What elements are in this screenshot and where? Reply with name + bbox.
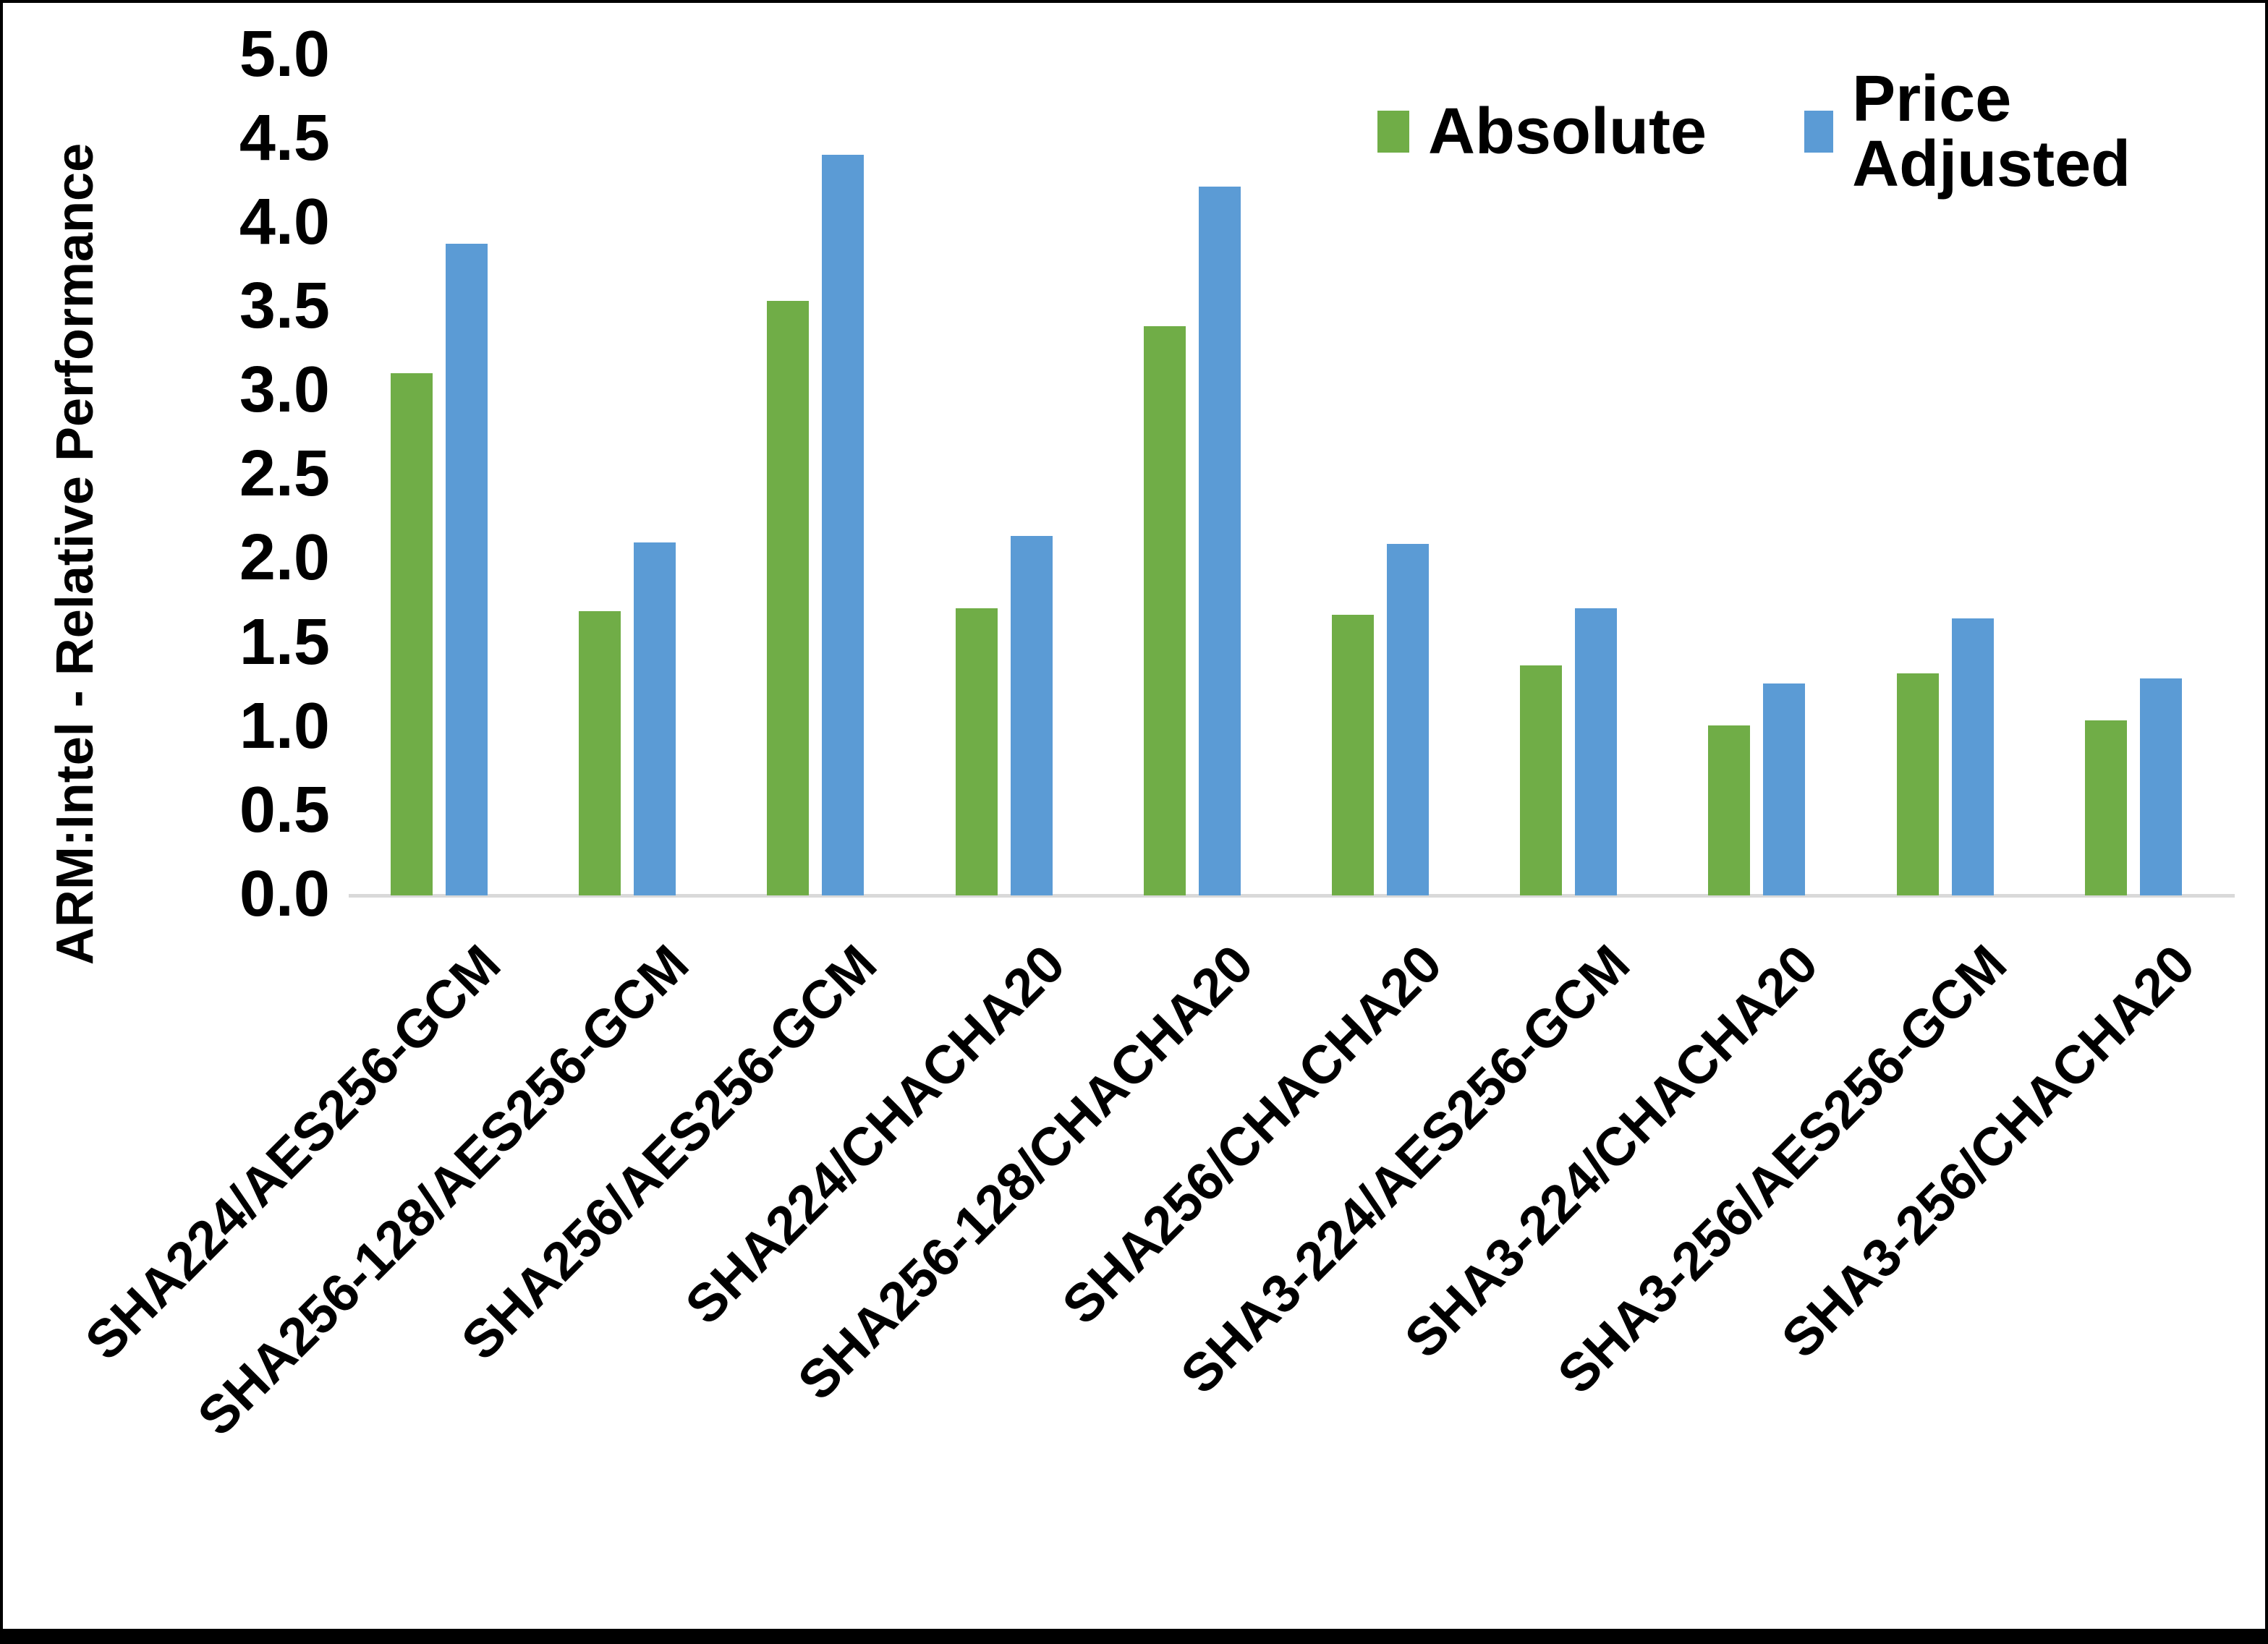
bar-absolute-1 [579, 611, 621, 895]
bar-absolute-3 [955, 608, 998, 895]
legend-swatch-price-adjusted [1804, 111, 1834, 153]
bar-price-adjusted-3 [1010, 536, 1053, 895]
bar-absolute-5 [1332, 615, 1374, 895]
bar-absolute-4 [1143, 326, 1186, 895]
bar-price-adjusted-0 [446, 244, 488, 895]
bar-price-adjusted-4 [1198, 187, 1241, 895]
bar-absolute-7 [1708, 725, 1751, 895]
legend-label-price-adjusted: Price Adjusted [1852, 63, 2131, 200]
bar-price-adjusted-7 [1763, 683, 1806, 895]
y-tick-label: 2.5 [239, 438, 330, 511]
bar-price-adjusted-5 [1387, 544, 1429, 895]
bar-absolute-8 [1896, 673, 1939, 895]
y-tick-label: 1.5 [239, 605, 330, 678]
y-tick-label: 3.5 [239, 270, 330, 343]
y-tick-label: 1.0 [239, 689, 330, 762]
x-axis-line [349, 894, 2235, 898]
x-tick-label: SHA256/CHACHA20 [1050, 933, 1453, 1336]
y-tick-label: 4.0 [239, 185, 330, 258]
bar-absolute-2 [767, 301, 810, 895]
bar-absolute-9 [2084, 720, 2127, 895]
legend-item-absolute: Absolute [1377, 99, 1707, 164]
bar-price-adjusted-9 [2139, 678, 2182, 895]
plot-area: 0.0 0.5 1.0 1.5 2.0 2.5 3.0 3.5 4.0 4.5 5.0 SHA224/… [3, 3, 2265, 1629]
legend-label-absolute: Absolute [1428, 95, 1707, 168]
bar-absolute-0 [391, 373, 433, 895]
y-tick-label: 0.0 [239, 858, 330, 931]
y-tick-label: 3.0 [239, 354, 330, 427]
y-tick-label: 4.5 [239, 101, 330, 174]
legend: Absolute Price Adjusted [1377, 67, 2265, 197]
legend-swatch-absolute [1377, 111, 1409, 153]
bar-price-adjusted-1 [634, 542, 676, 895]
y-tick-label: 2.0 [239, 521, 330, 595]
legend-item-price-adjusted: Price Adjusted [1804, 67, 2265, 197]
bar-price-adjusted-8 [1951, 618, 1994, 895]
bar-price-adjusted-2 [822, 155, 865, 895]
bar-absolute-6 [1520, 665, 1563, 895]
y-tick-label: 5.0 [239, 17, 330, 90]
y-tick-label: 0.5 [239, 774, 330, 847]
bar-price-adjusted-6 [1575, 608, 1618, 895]
x-tick-label: SHA224/CHACHA20 [674, 933, 1076, 1336]
